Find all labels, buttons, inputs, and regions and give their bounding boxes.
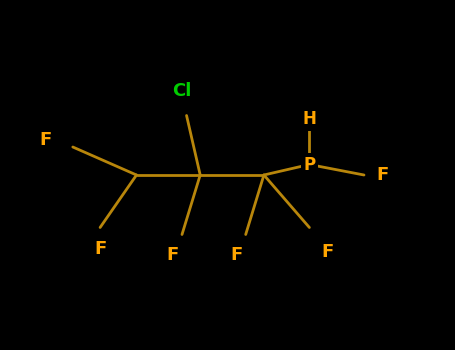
Text: P: P — [303, 155, 315, 174]
Text: F: F — [94, 239, 106, 258]
Text: F: F — [376, 166, 388, 184]
Text: F: F — [322, 243, 334, 261]
Text: F: F — [167, 246, 179, 265]
Text: F: F — [40, 131, 51, 149]
Text: H: H — [303, 110, 316, 128]
Text: Cl: Cl — [172, 82, 192, 100]
Text: F: F — [231, 246, 243, 265]
